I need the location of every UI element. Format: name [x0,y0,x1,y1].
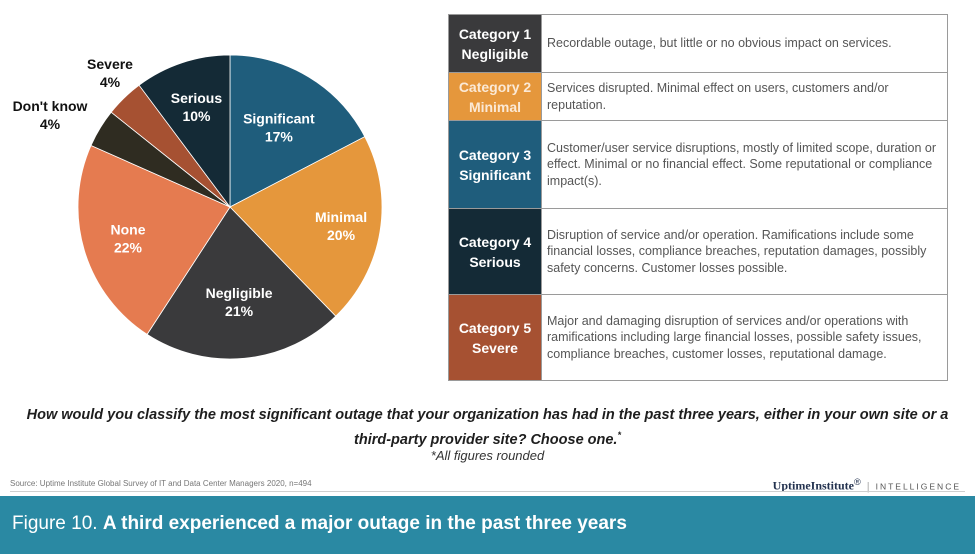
category-level: Minimal [468,98,522,115]
figure-number: Figure 10. [12,513,98,534]
category-level: Serious [469,253,521,270]
footer-divider [10,491,965,492]
question-text: How would you classify the most signific… [26,407,949,448]
category-name: Category 5 [458,319,532,336]
category-row: Category 5 Severe Major and damaging disru… [448,294,948,381]
banner-title: Figure 10. A third experienced a major o… [12,513,627,535]
category-name: Category 2 [458,78,532,95]
category-row: Category 3 Significant Customer/user servi… [448,120,948,209]
category-description: Recordable outage, but little or no obvi… [541,14,948,73]
figure-banner: Figure 10. A third experienced a major o… [0,496,975,554]
category-row: Category 1 Negligible Recordable outage, b… [448,14,948,73]
slice-label-negligible: Negligible [206,285,273,301]
category-name: Category 4 [458,233,532,250]
brand-registered-mark: ® [853,477,861,487]
slice-label-serious: Serious [171,90,223,106]
pie-slice-negligible [146,206,337,360]
slice-label-none: None [110,221,145,237]
pie-slice-serious [138,54,231,209]
category-table: Category 1 Negligible Recordable outage, b… [448,14,948,381]
category-description: Major and damaging disruption of service… [541,294,948,381]
category-description: Services disrupted. Minimal effect on us… [541,72,948,121]
category-description: Customer/user service disruptions, mostl… [541,120,948,209]
brand-logo: UptimeInstitute® | INTELLIGENCE [773,477,961,494]
brand-divider: | [866,480,870,493]
brand-name: UptimeInstitute [772,478,854,493]
category-level: Significant [459,166,531,183]
rounding-footnote: *All figures rounded [430,448,545,463]
slice-label-severe: Severe [87,56,133,72]
slice-value-don-t-know: 4% [40,116,61,132]
category-label: Category 4 Serious [448,208,542,295]
question-footnote-mark: * [617,430,621,440]
figure-title: A third experienced a major outage in th… [102,513,627,534]
category-level: Severe [472,339,518,356]
slice-label-don-t-know: Don't know [13,98,88,114]
category-label: Category 3 Significant [448,120,542,209]
category-level: Negligible [461,45,529,62]
slice-value-serious: 10% [182,108,211,124]
pie-slice-minimal [229,136,383,317]
category-description: Disruption of service and/or operation. … [541,208,948,295]
slice-value-negligible: 21% [225,303,254,319]
slice-value-significant: 17% [265,128,294,144]
slice-value-severe: 4% [100,74,121,90]
pie-slice-none [77,144,231,335]
category-label: Category 1 Negligible [448,14,542,73]
category-row: Category 2 Minimal Services disrupted. Min… [448,72,948,121]
slice-label-significant: Significant [243,110,315,126]
category-row: Category 4 Serious Disruption of service a… [448,208,948,295]
category-name: Category 1 [458,25,532,42]
slice-value-minimal: 20% [327,227,356,243]
slice-label-minimal: Minimal [315,209,367,225]
pie-slice-significant [229,54,366,208]
category-label: Category 5 Severe [448,294,542,381]
brand-suffix: INTELLIGENCE [875,481,961,492]
leader-line-severe [117,91,126,100]
source-note: Source: Uptime Institute Global Survey o… [10,479,312,488]
slice-value-none: 22% [114,239,143,255]
pie-chart: Significant 17% Minimal 20% Negligible 21% Non… [13,54,383,360]
category-name: Category 3 [458,146,532,163]
survey-question: How would you classify the most signific… [20,405,955,450]
category-label: Category 2 Minimal [448,72,542,121]
